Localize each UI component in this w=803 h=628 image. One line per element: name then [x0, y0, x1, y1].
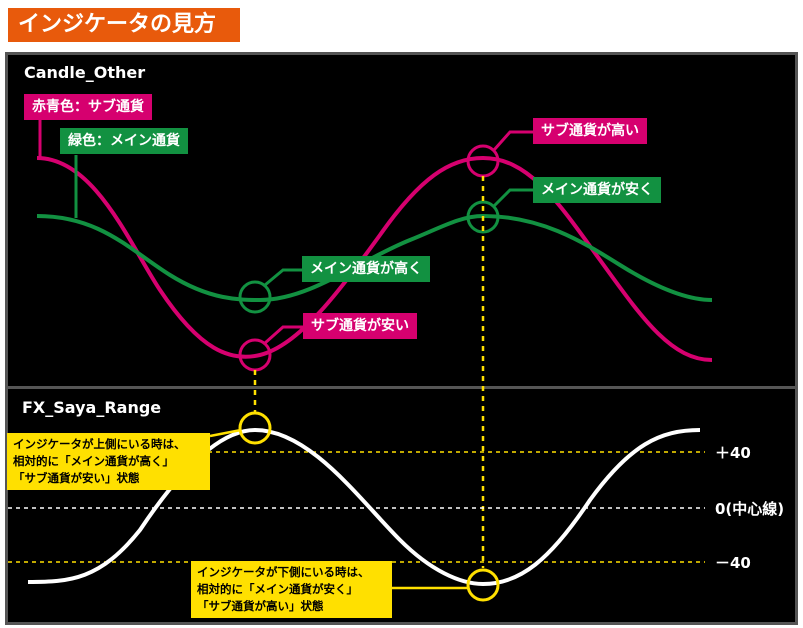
lower-note-line-2: 相対的に「メイン通貨が安く」	[197, 582, 358, 596]
callout-main-high: メイン通貨が高く	[302, 256, 430, 282]
upper-note-connector	[209, 428, 242, 438]
main-cheap-marker	[466, 200, 500, 234]
legend-sub-currency: 赤青色：サブ通貨	[24, 94, 152, 120]
lower-note-line-3: 「サブ通貨が高い」状態	[197, 599, 324, 613]
top-panel-title: Candle_Other	[24, 63, 146, 82]
lower-trough-marker	[466, 568, 500, 602]
main-currency-curve	[36, 213, 713, 303]
upper-state-note: インジケータが上側にいる時は、 相対的に「メイン通貨が高く」 「サブ通貨が安い」…	[7, 433, 210, 490]
level-minus-40-label: －40	[715, 554, 751, 572]
main-high-connector	[264, 268, 302, 287]
lower-state-note: インジケータが下側にいる時は、 相対的に「メイン通貨が安く」 「サブ通貨が高い」…	[191, 561, 392, 618]
upper-peak-marker	[238, 411, 272, 445]
callout-sub-high: サブ通貨が高い	[533, 118, 647, 144]
upper-note-line-2: 相対的に「メイン通貨が高く」	[13, 454, 174, 468]
level-plus-40-label: ＋40	[715, 444, 751, 462]
upper-note-line-1: インジケータが上側にいる時は、	[13, 437, 186, 451]
callout-sub-cheap: サブ通貨が安い	[303, 313, 417, 339]
main-high-marker	[238, 280, 272, 314]
lower-note-line-1: インジケータが下側にいる時は、	[197, 565, 370, 579]
sub-high-marker	[466, 144, 500, 178]
fx-saya-range-panel	[5, 386, 798, 625]
legend-main-currency: 緑色：メイン通貨	[60, 128, 188, 154]
sub-cheap-connector	[264, 325, 303, 345]
sub-high-connector	[492, 130, 533, 151]
page-title: インジケータの見方	[8, 8, 240, 42]
main-cheap-connector	[492, 188, 533, 208]
upper-note-line-3: 「サブ通貨が安い」状態	[13, 471, 140, 485]
level-zero-label: 0(中心線)	[715, 500, 785, 518]
sub-currency-curve	[36, 155, 713, 362]
bottom-panel-title: FX_Saya_Range	[22, 398, 162, 417]
saya-range-curve	[27, 427, 701, 587]
callout-main-cheap: メイン通貨が安く	[533, 177, 661, 203]
